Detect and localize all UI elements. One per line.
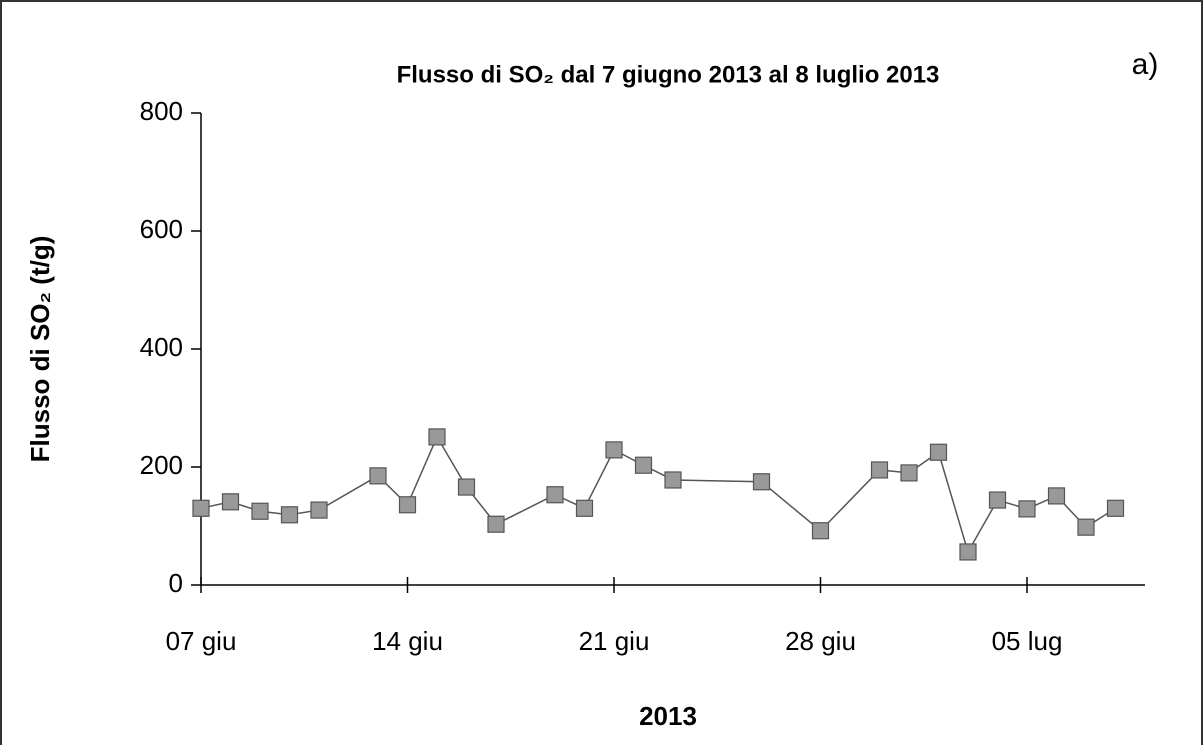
data-point [811, 522, 830, 540]
annotation: a) [1132, 48, 1159, 81]
x-tick-label: 05 lug [992, 626, 1063, 656]
data-point [369, 467, 387, 485]
data-point [1077, 518, 1095, 536]
data-point [546, 486, 564, 504]
series-line [200, 435, 1116, 554]
y-tick-label: 600 [140, 214, 183, 244]
data-point [457, 478, 476, 496]
data-point [664, 471, 682, 489]
data-point [428, 428, 446, 446]
x-tick-label: 14 giu [372, 626, 443, 656]
data-point [221, 493, 240, 511]
y-tick-label: 800 [140, 96, 183, 126]
data-point [575, 499, 594, 517]
x-tick-label: 21 giu [579, 626, 650, 656]
y-axis-label: Flusso di SO₂ (t/g) [25, 236, 55, 463]
data-point [900, 464, 918, 482]
data-point [752, 473, 771, 491]
data-point [605, 441, 623, 459]
data-point [251, 502, 269, 520]
data-point [988, 491, 1007, 509]
data-point [1106, 499, 1125, 517]
x-axis-label: 2013 [639, 701, 697, 731]
data-point [192, 499, 210, 517]
data-point [280, 506, 299, 524]
data-point [487, 515, 505, 533]
data-point [1047, 487, 1066, 505]
data-point [929, 443, 948, 461]
data-point [870, 461, 889, 479]
x-tick-label: 07 giu [166, 626, 237, 656]
data-point [634, 456, 653, 474]
y-tick-label: 400 [140, 332, 183, 362]
data-point [959, 543, 977, 561]
data-point [310, 501, 328, 519]
x-tick-label: 28 giu [785, 626, 856, 656]
chart-title: Flusso di SO₂ dal 7 giugno 2013 al 8 lug… [397, 61, 940, 88]
data-point [398, 496, 417, 514]
y-tick-label: 0 [169, 568, 183, 598]
y-tick-label: 200 [140, 450, 183, 480]
data-point [1018, 500, 1036, 518]
